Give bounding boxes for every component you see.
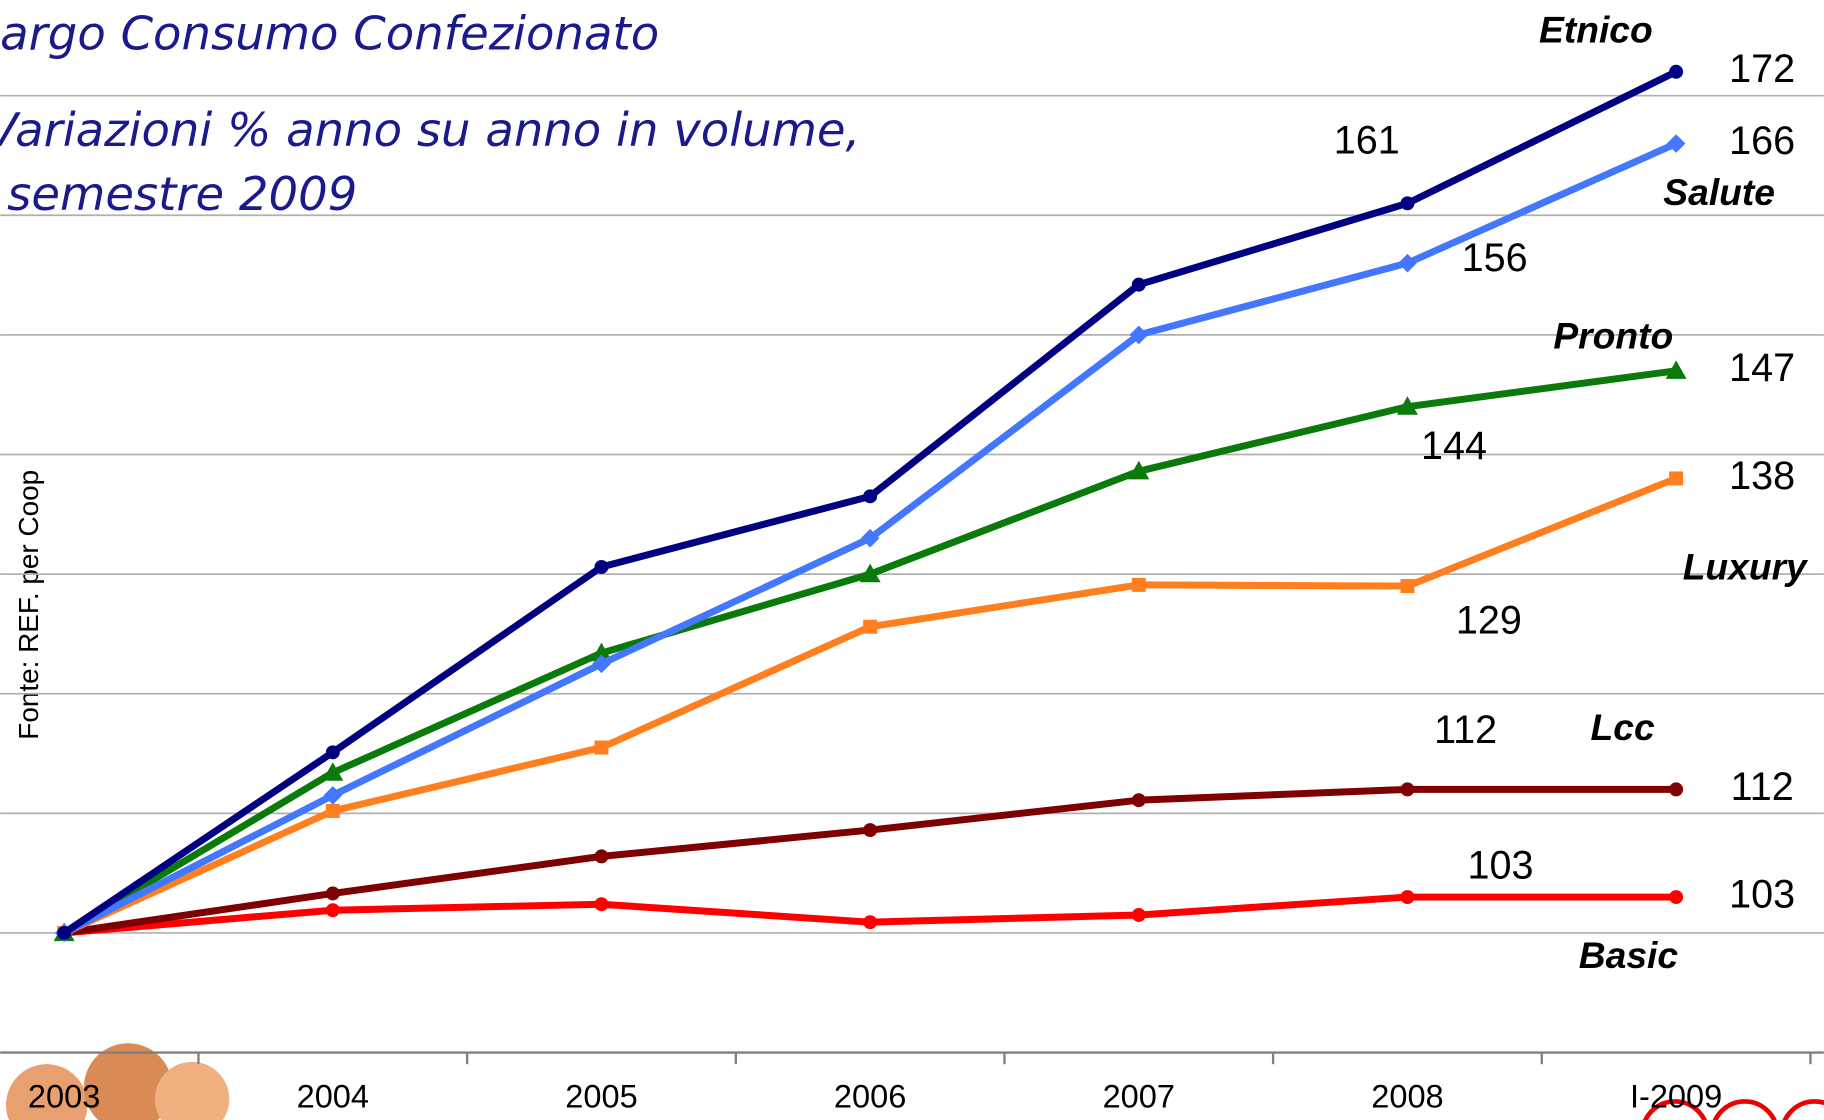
data-label: 138 — [1729, 454, 1795, 498]
marker — [1400, 890, 1414, 904]
marker — [1132, 908, 1146, 922]
legend-label: Basic — [1579, 934, 1679, 976]
chart: argo Consumo Confezionato Variazioni % a… — [0, 0, 1824, 1120]
chart-title: argo Consumo Confezionato — [0, 7, 659, 61]
marker — [1669, 890, 1683, 904]
marker — [1669, 782, 1683, 796]
legend-label: Pronto — [1553, 314, 1673, 356]
x-tick-label: 2003 — [28, 1079, 100, 1115]
series — [55, 134, 1686, 942]
x-tick-label: 2004 — [297, 1079, 369, 1115]
marker — [1400, 782, 1414, 796]
source-note: Fonte: REF. per Coop — [13, 470, 44, 740]
data-label: 161 — [1334, 118, 1400, 162]
marker — [594, 560, 608, 574]
marker — [863, 489, 877, 503]
marker — [1400, 196, 1414, 210]
marker — [57, 926, 71, 940]
data-label: 129 — [1456, 599, 1522, 643]
marker — [863, 620, 877, 634]
marker — [326, 804, 340, 818]
marker — [1400, 579, 1414, 593]
x-tick-label: 2006 — [834, 1079, 906, 1115]
marker — [326, 886, 340, 900]
x-tick-label: 2005 — [565, 1079, 637, 1115]
marker — [863, 915, 877, 929]
marker — [1132, 278, 1146, 292]
page: {"chart_data": {"type": "line", "title":… — [0, 0, 1824, 1120]
marker — [1669, 471, 1683, 485]
data-label: 144 — [1421, 424, 1487, 468]
legend-label: Luxury — [1683, 546, 1809, 588]
marker — [1132, 578, 1146, 592]
x-tick-label: 2007 — [1103, 1079, 1175, 1115]
data-label: 103 — [1468, 843, 1534, 887]
legend-label: Etnico — [1539, 8, 1653, 50]
marker — [594, 897, 608, 911]
data-label: 112 — [1434, 708, 1497, 752]
legend-label: Salute — [1663, 171, 1775, 213]
marker — [594, 849, 608, 863]
marker — [594, 741, 608, 755]
data-label: 103 — [1729, 872, 1795, 916]
legend-label: Lcc — [1591, 706, 1655, 748]
marker — [1132, 793, 1146, 807]
marker — [326, 903, 340, 917]
data-label: 156 — [1462, 236, 1528, 280]
chart-subtitle: Variazioni % anno su anno in volume, — [0, 103, 860, 157]
data-label: 172 — [1729, 47, 1795, 91]
data-label: 166 — [1729, 119, 1795, 163]
x-tick-label: 2008 — [1371, 1079, 1443, 1115]
marker — [326, 745, 340, 759]
data-label: 112 — [1731, 765, 1794, 809]
chart-subtitle: semestre 2009 — [7, 167, 357, 221]
data-label: 147 — [1729, 346, 1795, 390]
marker — [863, 823, 877, 837]
marker — [1669, 65, 1683, 79]
x-tick-label: I-2009 — [1630, 1079, 1722, 1115]
